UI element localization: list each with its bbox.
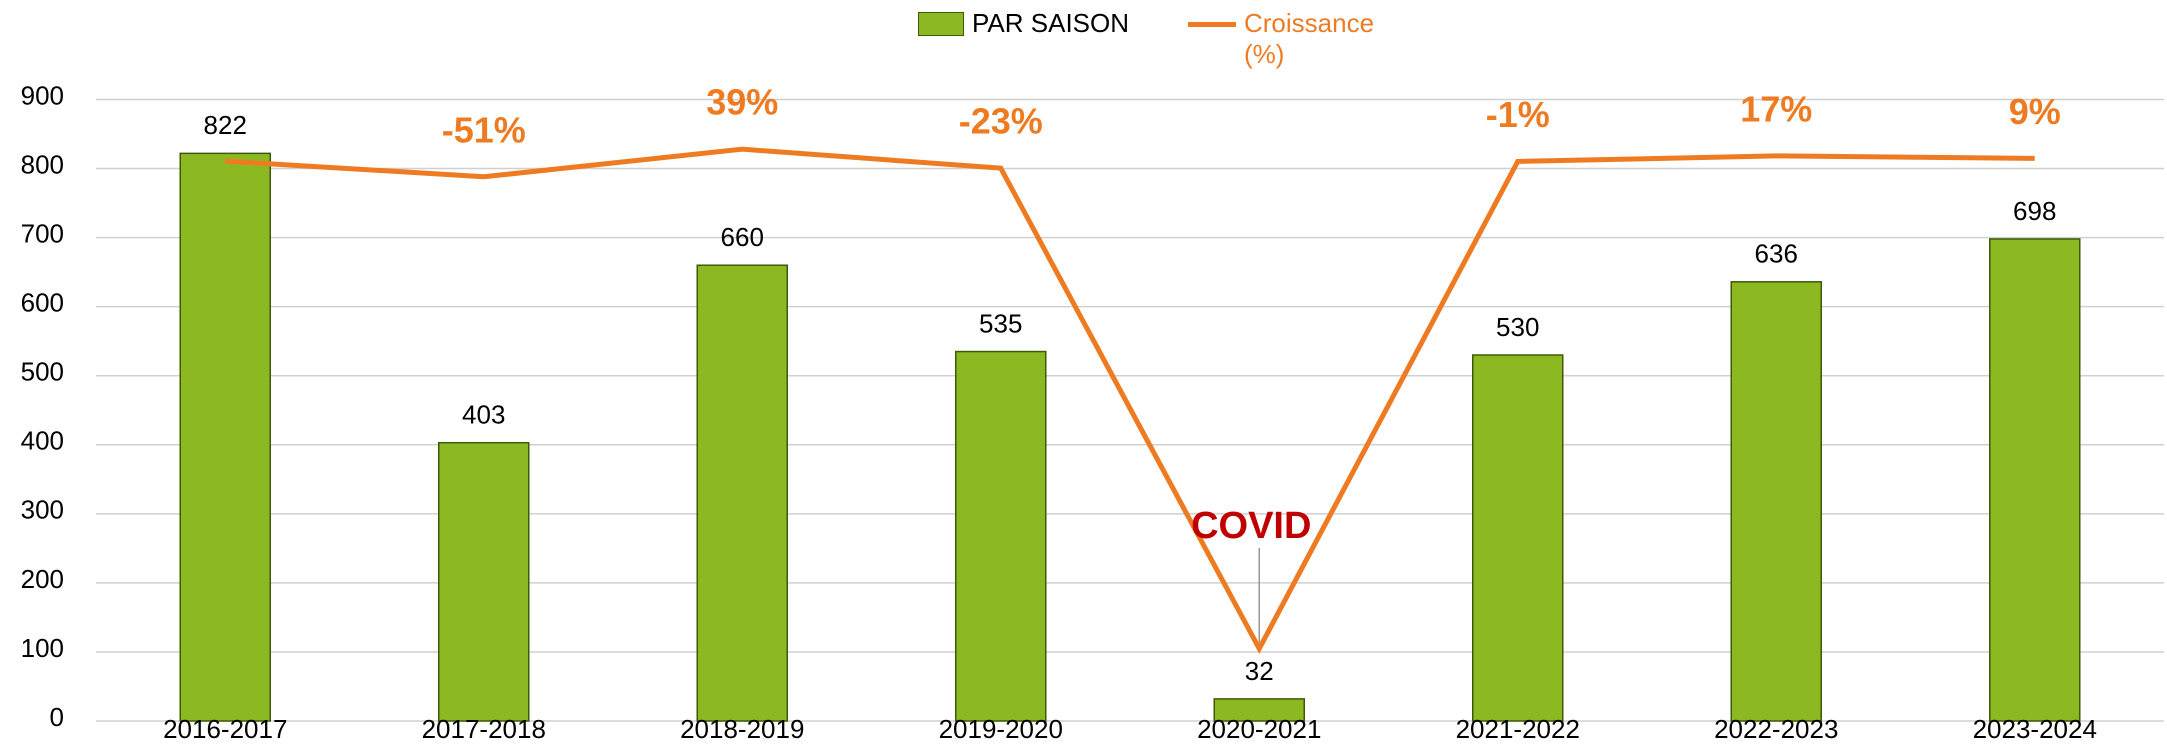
growth-label: 9% [2009,91,2061,132]
data-label: 660 [721,222,764,252]
bar [696,264,788,722]
data-label: 636 [1755,239,1798,269]
legend-label: PAR SAISON [972,8,1130,38]
x-tick-label: 2023-2024 [1973,714,2097,744]
x-tick-label: 2017-2018 [422,714,546,744]
bar [1213,698,1305,722]
line-series [225,146,2035,654]
data-label: 535 [979,308,1022,338]
x-tick-label: 2016-2017 [163,714,287,744]
legend-swatch [918,12,964,36]
legend-swatch [1188,22,1236,27]
data-label: 822 [204,110,247,140]
y-tick-label: 900 [21,80,64,110]
y-tick-label: 400 [21,426,64,456]
data-label: 698 [2013,196,2056,226]
bar [1730,281,1822,722]
y-tick-label: 200 [21,564,64,594]
y-tick-label: 100 [21,633,64,663]
y-tick-label: 0 [50,702,64,732]
bar [955,350,1047,722]
data-label: 32 [1245,656,1274,686]
x-tick-label: 2022-2023 [1714,714,1838,744]
y-tick-label: 500 [21,357,64,387]
legend-label: Croissance (%) [1244,8,1375,69]
x-tick-label: 2021-2022 [1456,714,1580,744]
growth-label: -23% [959,101,1043,142]
legend-item: Croissance (%) [1188,8,1384,70]
data-label: 530 [1496,312,1539,342]
y-tick-label: 800 [21,149,64,179]
bar [1989,238,2081,722]
bar [1472,354,1564,722]
growth-label: -51% [442,109,526,150]
y-tick-label: 600 [21,288,64,318]
growth-label: 17% [1740,88,1812,129]
legend-item: PAR SAISON [918,8,1129,39]
growth-label: 39% [706,82,778,123]
bar [438,441,530,722]
growth-label: -1% [1486,94,1550,135]
data-label: 403 [462,400,505,430]
bar [179,152,271,722]
annotation: COVID [1191,505,1311,547]
x-tick-label: 2020-2021 [1197,714,1321,744]
x-tick-label: 2018-2019 [680,714,804,744]
y-tick-label: 300 [21,495,64,525]
y-tick-label: 700 [21,218,64,248]
x-tick-label: 2019-2020 [939,714,1063,744]
